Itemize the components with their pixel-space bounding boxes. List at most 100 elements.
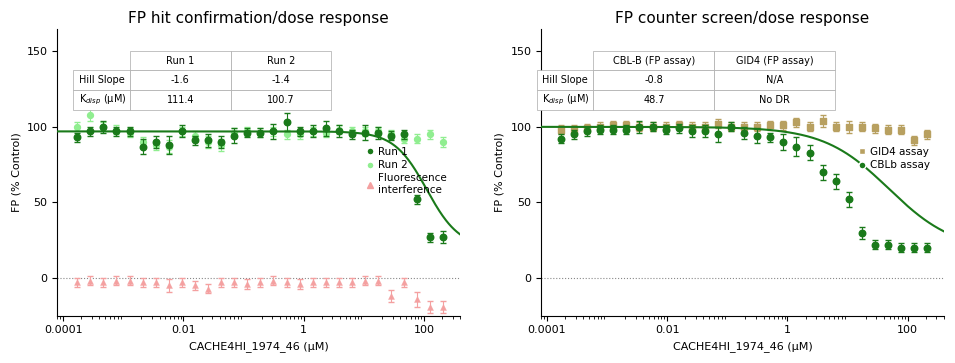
- Point: [815, 118, 830, 124]
- Point: [619, 127, 634, 133]
- Point: [357, 129, 372, 134]
- Point: [775, 122, 791, 128]
- Point: [619, 122, 634, 128]
- Point: [201, 139, 216, 145]
- Point: [384, 133, 399, 139]
- Point: [684, 124, 699, 130]
- Point: [723, 124, 738, 130]
- Point: [161, 142, 177, 148]
- Legend: GID4 assay, CBLb assay: GID4 assay, CBLb assay: [854, 143, 935, 174]
- Point: [711, 131, 726, 137]
- Point: [305, 129, 320, 134]
- Point: [658, 124, 673, 130]
- Point: [305, 129, 320, 134]
- Point: [279, 280, 294, 285]
- Point: [605, 127, 621, 133]
- Point: [893, 127, 908, 133]
- X-axis label: CACHE4HI_1974_46 (μM): CACHE4HI_1974_46 (μM): [189, 341, 329, 352]
- Point: [763, 135, 778, 140]
- Point: [736, 124, 752, 130]
- Point: [148, 280, 163, 285]
- Point: [423, 304, 438, 310]
- Point: [789, 144, 804, 150]
- Point: [553, 136, 568, 142]
- Point: [684, 129, 699, 134]
- Point: [593, 127, 608, 133]
- Point: [750, 133, 765, 139]
- Point: [658, 127, 673, 133]
- Point: [881, 242, 896, 248]
- Point: [750, 124, 765, 130]
- Point: [566, 127, 582, 133]
- Point: [553, 127, 568, 133]
- Point: [253, 130, 268, 136]
- Point: [187, 282, 202, 288]
- Point: [815, 169, 830, 175]
- Point: [371, 130, 386, 136]
- Point: [410, 196, 425, 202]
- Y-axis label: FP (% Control): FP (% Control): [11, 132, 21, 212]
- Point: [318, 280, 333, 285]
- Point: [83, 278, 98, 284]
- Point: [122, 278, 138, 284]
- Point: [867, 242, 882, 248]
- Point: [580, 129, 595, 134]
- Point: [906, 138, 922, 143]
- Point: [109, 278, 124, 284]
- Point: [357, 278, 372, 284]
- Point: [148, 142, 163, 148]
- Point: [736, 130, 752, 136]
- Point: [265, 278, 281, 284]
- Point: [775, 139, 791, 145]
- Point: [697, 124, 712, 130]
- Title: FP hit confirmation/dose response: FP hit confirmation/dose response: [128, 11, 389, 26]
- Point: [396, 280, 412, 285]
- Point: [593, 124, 608, 130]
- Point: [70, 124, 85, 130]
- Point: [828, 178, 843, 184]
- Point: [240, 129, 255, 134]
- Point: [240, 130, 255, 136]
- Point: [135, 139, 150, 145]
- Point: [789, 119, 804, 125]
- Point: [253, 130, 268, 136]
- Point: [763, 122, 778, 128]
- Point: [201, 286, 216, 291]
- Point: [148, 139, 163, 145]
- Point: [265, 129, 281, 134]
- Point: [83, 112, 98, 118]
- Point: [214, 280, 229, 285]
- Point: [854, 230, 869, 236]
- Point: [240, 281, 255, 287]
- Point: [96, 124, 111, 130]
- Point: [161, 282, 177, 288]
- Point: [645, 124, 660, 130]
- Point: [920, 131, 935, 137]
- Point: [292, 131, 308, 137]
- Point: [83, 129, 98, 134]
- Point: [671, 122, 687, 128]
- Point: [226, 130, 242, 136]
- Point: [70, 135, 85, 140]
- Point: [671, 126, 687, 131]
- Point: [423, 234, 438, 240]
- Point: [906, 245, 922, 250]
- Point: [96, 124, 111, 130]
- Point: [331, 280, 347, 285]
- Point: [161, 144, 177, 150]
- Point: [187, 138, 202, 143]
- Point: [331, 127, 347, 133]
- Point: [122, 129, 138, 134]
- Point: [279, 131, 294, 137]
- Point: [396, 131, 412, 137]
- Point: [435, 234, 451, 240]
- Point: [384, 293, 399, 299]
- Point: [802, 150, 817, 155]
- Point: [828, 124, 843, 130]
- Point: [423, 131, 438, 137]
- Point: [174, 280, 189, 285]
- Point: [226, 280, 242, 285]
- Point: [802, 124, 817, 130]
- Point: [344, 280, 359, 285]
- Point: [318, 130, 333, 136]
